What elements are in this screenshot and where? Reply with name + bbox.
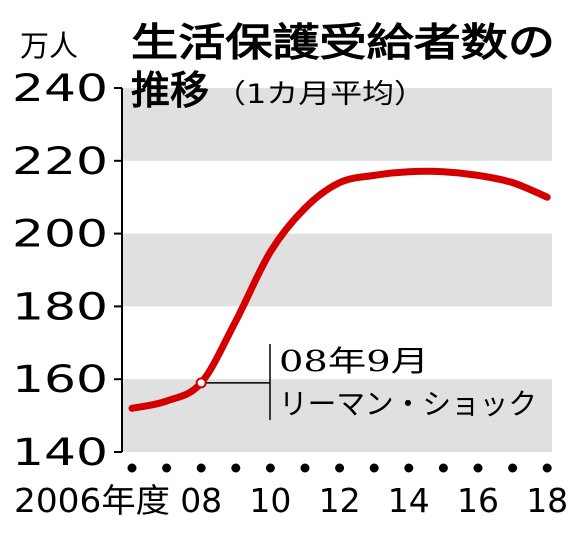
y-tick-label: 140 [12,431,108,474]
x-axis-dot [127,463,137,473]
x-tick-labels: 2006年度 08 10 12 14 16 18 [14,481,568,520]
y-axis-unit: 万人 [20,29,78,63]
x-tick-label: 18 [526,481,568,520]
x-tick-label: 14 [388,481,430,520]
x-axis-dot [265,463,275,473]
y-axis [114,87,123,453]
y-tick-label: 200 [12,213,108,256]
y-tick-label: 160 [12,358,108,401]
x-axis-dots [127,463,552,473]
x-tick-label: 16 [457,481,499,520]
x-axis-dot [404,463,414,473]
x-tick-label: 08 [180,481,222,520]
y-tick-label: 220 [12,140,108,183]
chart-title-line2: 推移 [131,69,209,114]
annotation-label: リーマン・ショック [279,387,537,421]
x-tick-label: 12 [319,481,361,520]
x-axis-dot [438,463,448,473]
x-axis-dot [335,463,345,473]
chart-title: 生活保護受給者数の [131,21,555,66]
y-tick-label: 240 [12,67,108,110]
y-tick-labels: 240 220 200 180 160 140 [12,67,108,474]
x-axis-dot [300,463,310,473]
annotation-marker [195,377,207,389]
annotation-date: 08年9月 [279,344,429,378]
x-axis-dot [508,463,518,473]
x-tick-label: 10 [249,481,291,520]
x-axis-dot [473,463,483,473]
x-axis-dot [162,463,172,473]
x-axis-dot [196,463,206,473]
band-240 [122,88,552,161]
band-200 [122,233,552,307]
y-tick-label: 180 [12,285,108,328]
x-tick-label: 2006年度 [14,481,170,520]
chart-subtitle: （1カ月平均） [214,79,426,110]
x-axis-dot [542,463,552,473]
x-axis-dot [231,463,241,473]
x-axis-dot [369,463,379,473]
